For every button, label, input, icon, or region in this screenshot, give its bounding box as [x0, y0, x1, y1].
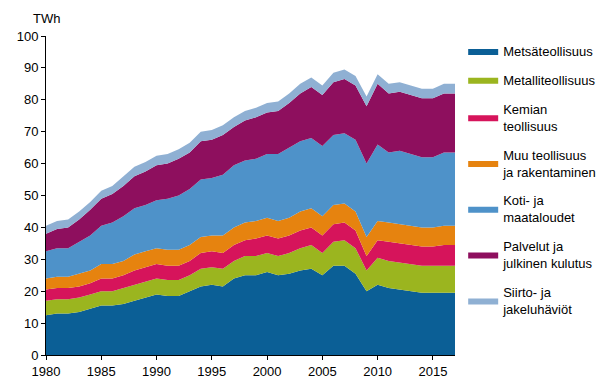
- svg-text:Muu teollisuusja rakentaminen: Muu teollisuusja rakentaminen: [502, 148, 596, 180]
- svg-text:1995: 1995: [197, 364, 226, 379]
- svg-text:10: 10: [24, 316, 38, 331]
- svg-text:2005: 2005: [308, 364, 337, 379]
- svg-text:70: 70: [24, 124, 38, 139]
- svg-text:1980: 1980: [32, 364, 61, 379]
- svg-text:90: 90: [24, 60, 38, 75]
- svg-text:Kemianteollisuus: Kemianteollisuus: [503, 102, 558, 134]
- svg-text:Metalliteollisuus: Metalliteollisuus: [503, 73, 595, 88]
- svg-text:0: 0: [31, 348, 38, 363]
- svg-text:2010: 2010: [363, 364, 392, 379]
- svg-text:60: 60: [24, 156, 38, 171]
- svg-text:Koti- jamaataloudet: Koti- jamaataloudet: [503, 193, 575, 225]
- svg-text:30: 30: [24, 252, 38, 267]
- svg-text:40: 40: [24, 220, 38, 235]
- svg-text:2000: 2000: [253, 364, 282, 379]
- svg-text:100: 100: [17, 29, 39, 44]
- svg-text:20: 20: [24, 284, 38, 299]
- svg-text:2015: 2015: [418, 364, 447, 379]
- svg-text:Siirto- jajakeluhäviöt: Siirto- jajakeluhäviöt: [502, 285, 572, 317]
- svg-text:TWh: TWh: [33, 11, 60, 26]
- svg-text:Metsäteollisuus: Metsäteollisuus: [503, 44, 593, 59]
- svg-text:Palvelut jajulkinen kulutus: Palvelut jajulkinen kulutus: [502, 239, 592, 271]
- svg-text:1985: 1985: [87, 364, 116, 379]
- svg-text:80: 80: [24, 92, 38, 107]
- svg-text:1990: 1990: [142, 364, 171, 379]
- svg-text:50: 50: [24, 188, 38, 203]
